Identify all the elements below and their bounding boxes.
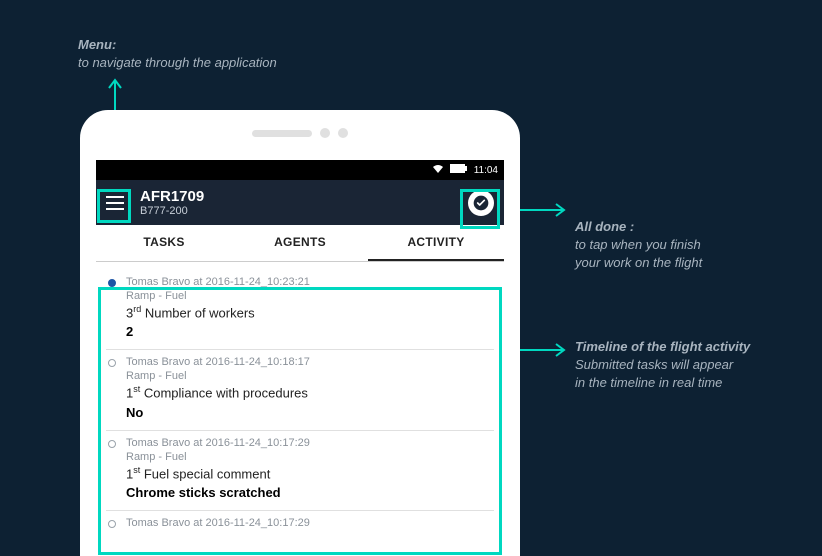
- entry-category: Ramp - Fuel: [126, 451, 494, 463]
- annotation-menu-title: Menu:: [78, 37, 116, 52]
- check-icon: [473, 195, 489, 211]
- battery-icon: [450, 164, 468, 176]
- tab-tasks[interactable]: TASKS: [96, 225, 232, 261]
- entry-bullet: [108, 279, 116, 287]
- annotation-alldone-desc1: to tap when you finish: [575, 237, 701, 252]
- annotation-alldone-title: All done :: [575, 219, 634, 234]
- entry-task: 3rd Number of workers: [126, 304, 494, 320]
- entry-value: No: [126, 405, 494, 420]
- entry-meta: Tomas Bravo at 2016-11-24_10:18:17: [126, 356, 494, 368]
- menu-icon[interactable]: [106, 192, 128, 214]
- entry-meta: Tomas Bravo at 2016-11-24_10:17:29: [126, 437, 494, 449]
- annotation-alldone: All done : to tap when you finish your w…: [575, 218, 702, 273]
- entry-category: Ramp - Fuel: [126, 370, 494, 382]
- appbar-titles: AFR1709 B777-200: [140, 188, 456, 217]
- annotation-timeline-desc2: in the timeline in real time: [575, 375, 722, 390]
- flight-number: AFR1709: [140, 188, 456, 205]
- timeline-entry[interactable]: Tomas Bravo at 2016-11-24_10:18:17 Ramp …: [106, 349, 494, 429]
- entry-task: 1st Compliance with procedures: [126, 384, 494, 400]
- annotation-menu-desc: to navigate through the application: [78, 55, 277, 70]
- entry-bullet: [108, 520, 116, 528]
- wifi-icon: [432, 164, 444, 177]
- entry-category: Ramp - Fuel: [126, 290, 494, 302]
- phone-frame: 11:04 AFR1709 B777-200 TASKS AGENTS ACTI…: [80, 110, 520, 556]
- entry-bullet: [108, 440, 116, 448]
- annotation-timeline: Timeline of the flight activity Submitte…: [575, 338, 750, 393]
- tab-agents[interactable]: AGENTS: [232, 225, 368, 261]
- app-bar: AFR1709 B777-200: [96, 180, 504, 225]
- entry-task: 1st Fuel special comment: [126, 465, 494, 481]
- entry-value: 2: [126, 324, 494, 339]
- annotation-timeline-title: Timeline of the flight activity: [575, 339, 750, 354]
- timeline-entry[interactable]: Tomas Bravo at 2016-11-24_10:17:29 Ramp …: [106, 430, 494, 510]
- activity-timeline[interactable]: Tomas Bravo at 2016-11-24_10:23:21 Ramp …: [96, 262, 504, 556]
- status-time: 11:04: [474, 165, 498, 176]
- phone-speaker: [252, 128, 348, 138]
- entry-value: Chrome sticks scratched: [126, 485, 494, 500]
- timeline-entry[interactable]: Tomas Bravo at 2016-11-24_10:17:29: [106, 510, 494, 539]
- status-bar: 11:04: [96, 160, 504, 180]
- annotation-menu: Menu: to navigate through the applicatio…: [78, 36, 277, 72]
- timeline-entry[interactable]: Tomas Bravo at 2016-11-24_10:23:21 Ramp …: [106, 270, 494, 349]
- entry-meta: Tomas Bravo at 2016-11-24_10:17:29: [126, 517, 494, 529]
- aircraft-type: B777-200: [140, 205, 456, 217]
- entry-bullet: [108, 359, 116, 367]
- tab-bar: TASKS AGENTS ACTIVITY: [96, 225, 504, 262]
- entry-meta: Tomas Bravo at 2016-11-24_10:23:21: [126, 276, 494, 288]
- annotation-timeline-desc1: Submitted tasks will appear: [575, 357, 733, 372]
- tab-activity[interactable]: ACTIVITY: [368, 225, 504, 261]
- all-done-button[interactable]: [468, 190, 494, 216]
- annotation-alldone-desc2: your work on the flight: [575, 255, 702, 270]
- phone-screen: 11:04 AFR1709 B777-200 TASKS AGENTS ACTI…: [96, 160, 504, 556]
